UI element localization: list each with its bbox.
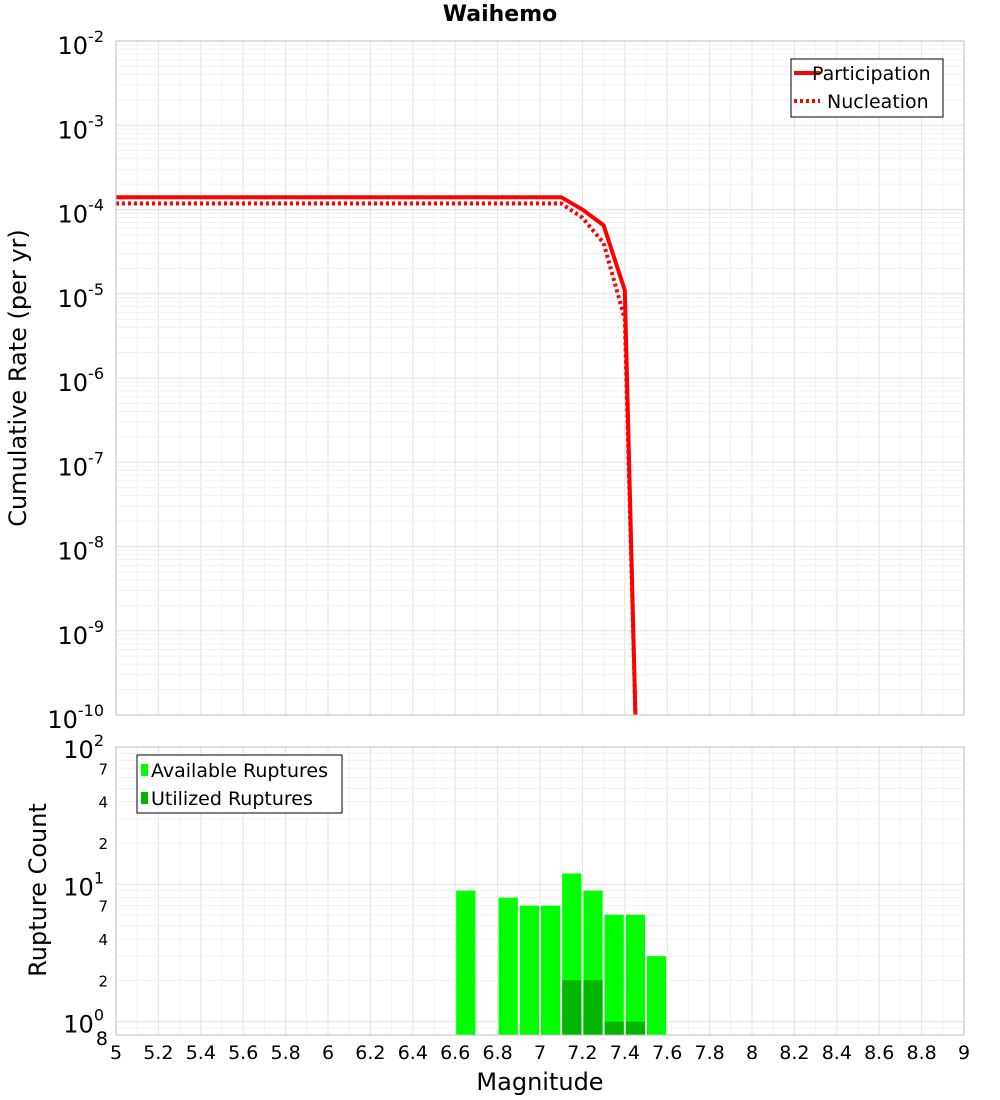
count-minor-tick-label: 2 [98,972,108,990]
legend-label-participation: Participation [812,63,931,85]
utilized-bar [583,980,603,1035]
magnitude-tick-label: 6.8 [482,1042,512,1064]
rate-tick-label: 10-8 [58,533,105,566]
available-bar [456,890,476,1035]
count-minor-tick-label: 2 [98,835,108,853]
rate-tick-label: 10-3 [58,111,105,144]
count-plot-border [115,746,965,1036]
rate-axis-label: Cumulative Rate (per yr) [4,229,32,527]
magnitude-tick-label: 7.6 [652,1042,682,1064]
magnitude-tick-label: 5 [110,1042,122,1064]
count-minor-tick-label: 7 [98,760,108,778]
available-bar [498,897,518,1035]
utilized-bar [625,1021,645,1035]
magnitude-tick-label: 6.6 [440,1042,470,1064]
count-legend: Available Ruptures Utilized Ruptures [136,754,343,814]
count-minor-tick-label: 4 [98,931,108,949]
count-minor-tick-label: 8 [96,1028,108,1050]
series-line-nucleation [116,201,638,716]
magnitude-tick-label: 5.4 [186,1042,216,1064]
magnitude-tick-label: 8.2 [779,1042,809,1064]
legend-box [790,58,944,118]
legend-label-available: Available Ruptures [151,760,328,782]
legend-label-nucleation: Nucleation [827,91,929,113]
magnitude-tick-label: 7 [534,1042,546,1064]
rate-plot-border [115,40,965,716]
magnitude-tick-label: 9 [958,1042,970,1064]
count-axis-label: Rupture Count [24,803,52,977]
available-bar [519,905,539,1035]
legend-swatch-utilized [141,792,148,804]
magnitude-tick-label: 8.4 [822,1042,852,1064]
magnitude-tick-label: 8.6 [864,1042,894,1064]
magnitude-axis-label: Magnitude [476,1068,603,1096]
utilized-bar [562,980,582,1035]
rate-tick-label: 10-6 [58,364,105,397]
rate-legend: Participation Nucleation [790,58,944,118]
rate-tick-label: 10-10 [47,701,104,734]
magnitude-tick-label: 7.4 [610,1042,640,1064]
magnitude-tick-label: 6.2 [355,1042,385,1064]
magnitude-tick-label: 5.6 [228,1042,258,1064]
legend-label-utilized: Utilized Ruptures [151,788,313,810]
magnitude-tick-label: 6 [322,1042,334,1064]
count-tick-label: 100 [63,1006,104,1039]
rate-tick-label: 10-2 [58,27,105,60]
rate-plot: 10-2 10-3 10-4 10-5 10-6 10-7 10-8 10-9 10-10 [47,27,965,734]
available-bar [647,956,667,1035]
magnitude-tick-label: 6.4 [398,1042,428,1064]
rate-tick-label: 10-4 [58,196,105,229]
count-minor-tick-label: 4 [98,794,108,812]
rate-tick-label: 10-5 [58,280,105,313]
magnitude-tick-label: 5.2 [143,1042,173,1064]
available-bar [625,914,645,1035]
count-tick-label: 101 [63,868,104,901]
magnitude-tick-label: 5.8 [270,1042,300,1064]
count-minor-tick-label: 7 [98,898,108,916]
legend-box [136,754,343,814]
magnitude-tick-label: 8.8 [906,1042,936,1064]
magnitude-tick-label: 7.2 [567,1042,597,1064]
rate-tick-label: 10-7 [58,448,105,481]
rate-tick-label: 10-9 [58,617,105,650]
utilized-bar [604,1021,624,1035]
magnitude-tick-label: 8 [746,1042,758,1064]
magnitude-tick-label: 7.8 [694,1042,724,1064]
available-bar [541,905,561,1035]
available-bar [604,914,624,1035]
legend-swatch-available [141,764,148,776]
count-tick-label: 102 [63,731,104,764]
chart-title: Waihemo [442,2,558,27]
